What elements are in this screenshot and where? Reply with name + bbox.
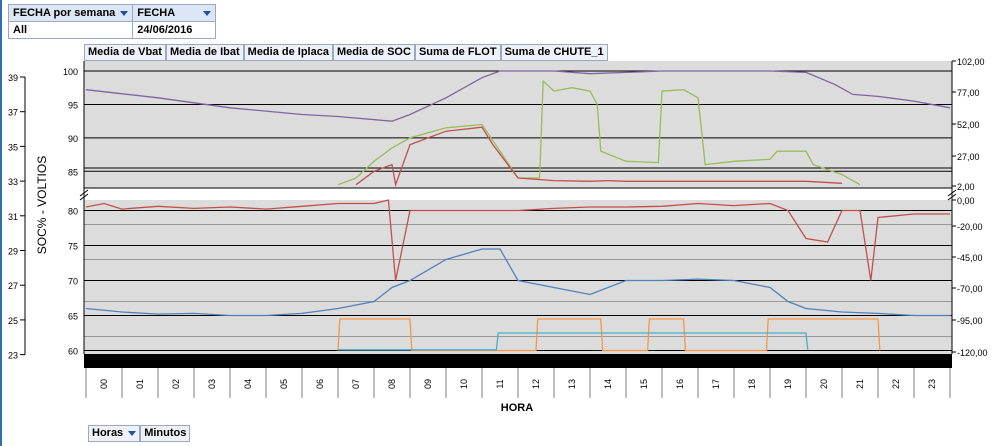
- x-tick-label: 17: [711, 379, 721, 389]
- upper-plot-area: [84, 61, 952, 188]
- right-y-tick-label: -120,00: [957, 348, 988, 358]
- y-tick-label: 90: [68, 134, 78, 144]
- x-tick-label: 22: [891, 379, 901, 389]
- x-tick-label: 21: [855, 379, 865, 389]
- y-tick-label: 80: [68, 207, 78, 217]
- hours-field-button[interactable]: Horas: [88, 425, 141, 442]
- x-tick-label: 07: [351, 379, 361, 389]
- filter-table: FECHA por semana FECHA All 24/06/2016: [7, 4, 217, 39]
- series-line-5: [337, 318, 881, 352]
- week-filter-value: All: [7, 21, 134, 39]
- y-tick-label: 85: [68, 167, 78, 177]
- outer-y-tick-label: 25: [8, 316, 18, 326]
- x-tick-label: 23: [927, 379, 937, 389]
- x-tick-label: 15: [639, 379, 649, 389]
- date-filter-label: FECHA: [137, 7, 176, 19]
- x-tick-label: 02: [171, 379, 181, 389]
- hours-field-label: Horas: [92, 427, 124, 439]
- legend-ibat[interactable]: Media de Ibat: [165, 44, 244, 61]
- series-line-2: [355, 126, 843, 188]
- right-y-tick-label: 2,00: [957, 182, 975, 192]
- legend-iplaca[interactable]: Media de Iplaca: [243, 44, 333, 61]
- x-tick-label: 19: [783, 379, 793, 389]
- x-tick-label: 04: [243, 379, 253, 389]
- series-line-4: [85, 248, 950, 317]
- left-border: [0, 0, 2, 446]
- x-tick-label: 06: [315, 379, 325, 389]
- chart-svg: 1009590858075706560393735333129272523102…: [8, 57, 988, 414]
- week-filter-button[interactable]: FECHA por semana: [7, 4, 134, 22]
- x-tick-label: 18: [747, 379, 757, 389]
- bottom-field-buttons: Horas Minutos: [88, 425, 191, 442]
- minutes-field-button[interactable]: Minutos: [140, 425, 191, 442]
- axis-band: [84, 354, 952, 368]
- x-tick-label: 01: [135, 379, 145, 389]
- dropdown-arrow-icon[interactable]: [203, 10, 212, 16]
- outer-y-tick-label: 33: [8, 177, 18, 187]
- right-y-tick-label: 27,00: [957, 152, 980, 162]
- outer-y-tick-label: 37: [8, 108, 18, 118]
- axis-break-mark: [947, 189, 957, 201]
- x-tick-label: 14: [603, 379, 613, 389]
- x-tick-label: 09: [423, 379, 433, 389]
- dropdown-arrow-icon[interactable]: [120, 10, 129, 16]
- x-tick-label: 05: [279, 379, 289, 389]
- outer-y-tick-label: 35: [8, 142, 18, 152]
- series-line-1: [337, 79, 861, 186]
- x-tick-label: 08: [387, 379, 397, 389]
- x-tick-label: 16: [675, 379, 685, 389]
- y-tick-label: 60: [68, 347, 78, 357]
- y-tick-label: 95: [68, 100, 78, 110]
- lower-plot-area: [84, 200, 952, 354]
- x-tick-label: 11: [495, 379, 505, 388]
- y-tick-label: 70: [68, 277, 78, 287]
- x-axis-label: HORA: [501, 402, 533, 414]
- week-filter-label: FECHA por semana: [13, 7, 116, 19]
- x-tick-label: 13: [567, 379, 577, 389]
- series-line-3: [85, 199, 950, 281]
- right-y-tick-label: 102,00: [957, 57, 985, 67]
- outer-y-tick-label: 29: [8, 247, 18, 257]
- right-y-tick-label: -45,00: [957, 253, 983, 263]
- series-line-0: [85, 70, 951, 122]
- y-tick-label: 65: [68, 312, 78, 322]
- series-legend: Media de Vbat Media de Ibat Media de Ipl…: [84, 44, 608, 61]
- y-tick-label: 100: [63, 67, 78, 77]
- x-tick-label: 03: [207, 379, 217, 389]
- y-axis-label: SOC% - VOLTIOS: [35, 156, 49, 254]
- x-tick-label: 00: [99, 379, 109, 389]
- date-filter-value: 24/06/2016: [132, 21, 217, 39]
- right-y-tick-label: 77,00: [957, 88, 980, 98]
- legend-chute[interactable]: Suma de CHUTE_1: [500, 44, 608, 61]
- legend-soc[interactable]: Media de SOC: [332, 44, 415, 61]
- outer-y-tick-label: 31: [8, 212, 18, 222]
- x-tick-label: 20: [819, 379, 829, 389]
- right-y-tick-label: -70,00: [957, 284, 983, 294]
- legend-vbat[interactable]: Media de Vbat: [84, 44, 166, 61]
- axis-break-mark: [79, 189, 89, 201]
- right-y-tick-label: -95,00: [957, 316, 983, 326]
- x-tick-label: 10: [459, 379, 469, 389]
- x-tick-label: 12: [531, 379, 541, 389]
- legend-flot[interactable]: Suma de FLOT: [414, 44, 501, 61]
- outer-y-tick-label: 39: [8, 73, 18, 83]
- right-y-tick-label: 0,00: [957, 196, 975, 206]
- outer-y-tick-label: 27: [8, 281, 18, 291]
- dropdown-arrow-icon[interactable]: [128, 430, 137, 436]
- series-line-6: [338, 332, 809, 351]
- y-tick-label: 75: [68, 242, 78, 252]
- right-y-tick-label: 52,00: [957, 120, 980, 130]
- outer-y-tick-label: 23: [8, 351, 18, 361]
- right-y-tick-label: -20,00: [957, 222, 983, 232]
- date-filter-button[interactable]: FECHA: [132, 4, 217, 22]
